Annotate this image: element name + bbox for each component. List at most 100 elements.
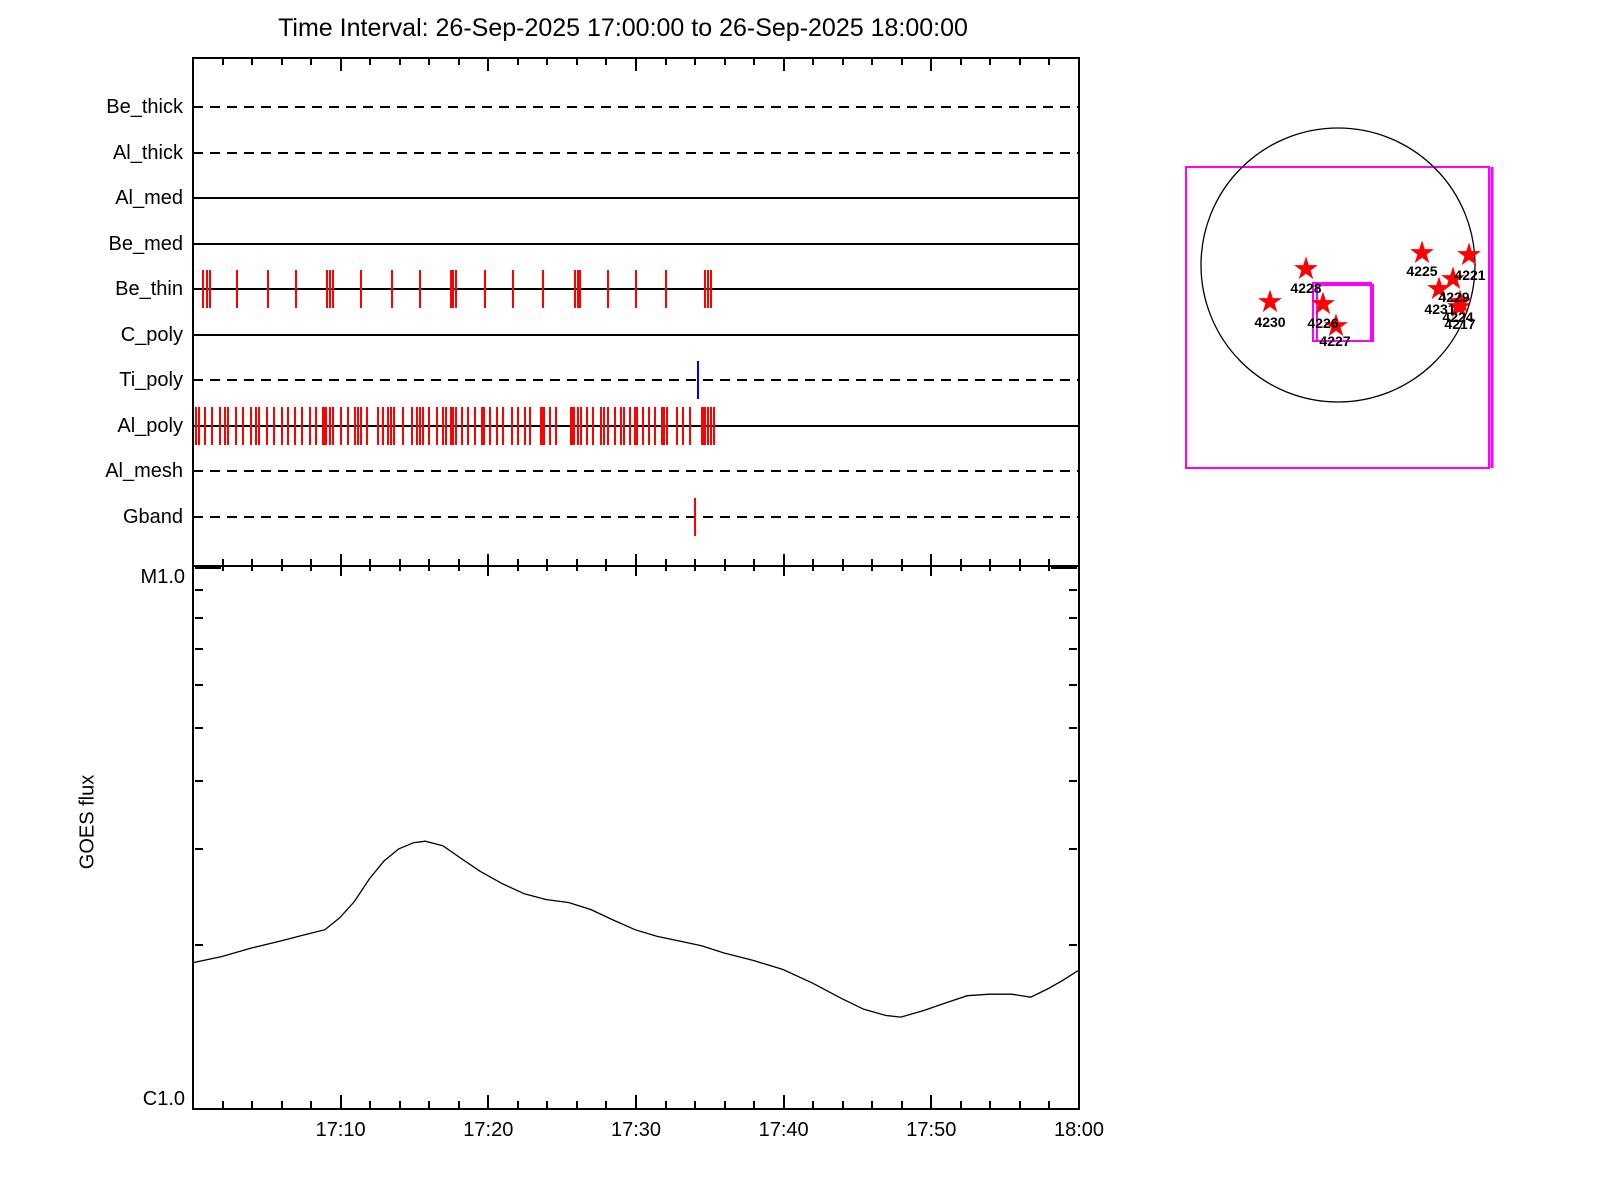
time-tick-mid <box>930 554 933 576</box>
exposure-tick <box>460 406 463 445</box>
time-tick-mid <box>989 559 992 571</box>
filter-line-al_poly <box>193 424 1079 427</box>
filter-label-al_mesh: Al_mesh <box>105 460 183 483</box>
active-region-star-4226 <box>1311 291 1335 315</box>
exposure-tick <box>376 406 379 445</box>
exposure-tick <box>242 406 245 445</box>
exposure-tick <box>636 406 639 445</box>
exposure-tick-wide <box>570 406 575 445</box>
exposure-tick <box>577 270 580 309</box>
exposure-tick <box>236 270 239 309</box>
exposure-tick <box>360 270 363 309</box>
time-tick-mid <box>1048 559 1051 571</box>
exposure-tick <box>623 406 626 445</box>
time-tick-top <box>369 58 372 65</box>
time-axis-label: 17:40 <box>758 1119 809 1141</box>
time-tick-bottom <box>310 1101 313 1108</box>
exposure-tick <box>697 361 700 400</box>
time-tick-mid <box>310 559 313 571</box>
goes-minor-tick-left <box>195 943 203 946</box>
exposure-tick <box>419 406 422 445</box>
active-region-label-4230: 4230 <box>1254 314 1285 330</box>
filter-line-be_thick <box>193 106 1079 108</box>
goes-major-tick-right <box>1051 567 1077 569</box>
exposure-tick <box>339 406 342 445</box>
exposure-tick <box>454 406 457 445</box>
goes-major-tick-left <box>195 567 221 569</box>
exposure-tick <box>329 406 332 445</box>
time-tick-bottom <box>841 1101 844 1108</box>
exposure-tick <box>389 406 392 445</box>
time-tick-mid <box>871 559 874 571</box>
exposure-tick <box>273 406 276 445</box>
exposure-tick <box>663 406 666 445</box>
time-tick-top <box>782 58 785 71</box>
time-tick-top <box>930 58 933 71</box>
exposure-tick <box>401 406 404 445</box>
exposure-tick <box>329 270 332 309</box>
active-region-label-4231: 4231 <box>1424 301 1455 317</box>
filter-label-be_thin: Be_thin <box>115 278 183 301</box>
exposure-tick <box>578 270 581 309</box>
time-tick-bottom <box>487 1095 490 1108</box>
active-region-label-4225: 4225 <box>1406 263 1437 279</box>
time-tick-top <box>457 58 460 65</box>
time-tick-mid <box>723 559 726 571</box>
time-tick-bottom <box>251 1101 254 1108</box>
time-tick-bottom <box>753 1101 756 1108</box>
exposure-tick <box>713 406 716 445</box>
time-tick-bottom <box>930 1095 933 1108</box>
filter-label-gband: Gband <box>122 506 183 529</box>
exposure-tick <box>194 406 197 445</box>
exposure-tick <box>202 270 205 309</box>
time-tick-top <box>605 58 608 65</box>
time-tick-bottom <box>605 1101 608 1108</box>
time-tick-mid <box>605 559 608 571</box>
exposure-tick <box>326 270 329 309</box>
time-tick-mid <box>782 554 785 576</box>
time-tick-bottom <box>871 1101 874 1108</box>
goes-y-axis-title: GOES flux <box>76 774 99 870</box>
filter-line-be_med <box>193 242 1079 245</box>
filter-timeline-panel <box>192 57 1080 567</box>
exposure-tick <box>586 406 589 445</box>
filter-line-al_thick <box>193 151 1079 154</box>
exposure-tick <box>606 406 609 445</box>
exposure-tick <box>541 270 544 309</box>
time-tick-bottom <box>900 1101 903 1108</box>
time-tick-top <box>339 58 342 71</box>
active-region-label-4226: 4226 <box>1307 315 1338 331</box>
time-axis-label: 17:20 <box>463 1119 514 1141</box>
time-tick-top <box>753 58 756 65</box>
exposure-tick <box>332 406 335 445</box>
goes-minor-tick-left <box>195 588 203 591</box>
time-tick-top <box>251 58 254 65</box>
time-axis-label: 17:30 <box>610 1119 662 1141</box>
exposure-tick <box>366 406 369 445</box>
exposure-tick <box>488 406 491 445</box>
solar-limb-circle <box>1200 127 1476 403</box>
exposure-tick <box>234 406 237 445</box>
filter-label-c_poly: C_poly <box>120 323 183 346</box>
time-tick-bottom <box>369 1101 372 1108</box>
time-tick-mid <box>841 559 844 571</box>
exposure-tick <box>524 406 527 445</box>
goes-minor-tick-right <box>1069 780 1077 783</box>
exposure-tick <box>454 270 457 309</box>
goes-minor-tick-right <box>1069 588 1077 591</box>
time-tick-bottom <box>664 1101 667 1108</box>
filter-label-ti_poly: Ti_poly <box>119 369 183 392</box>
active-region-label-4217: 4217 <box>1444 316 1475 332</box>
time-tick-mid <box>812 559 815 571</box>
exposure-tick <box>496 406 499 445</box>
exposure-tick <box>382 406 385 445</box>
time-tick-top <box>428 58 431 65</box>
goes-minor-tick-left <box>195 648 203 651</box>
exposure-tick <box>208 270 211 309</box>
exposure-tick <box>620 406 623 445</box>
time-tick-bottom <box>221 1101 224 1108</box>
exposure-tick <box>614 406 617 445</box>
time-tick-bottom <box>959 1101 962 1108</box>
time-tick-bottom <box>398 1101 401 1108</box>
time-tick-bottom <box>989 1101 992 1108</box>
